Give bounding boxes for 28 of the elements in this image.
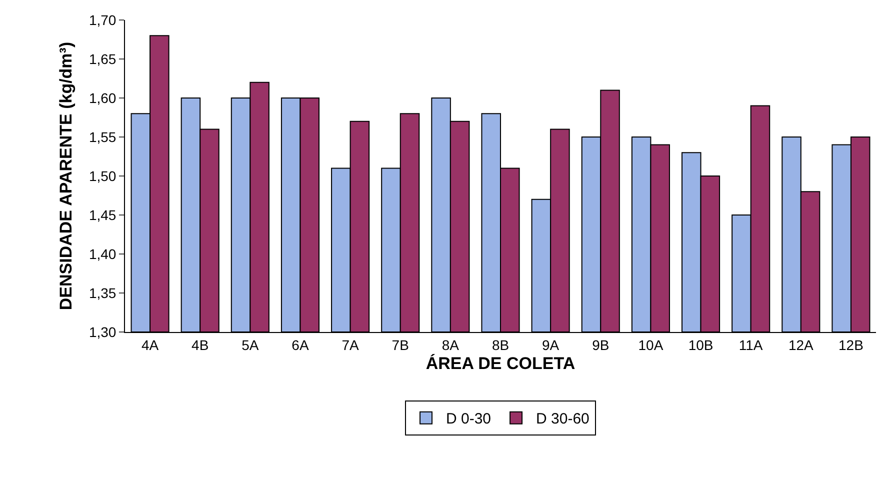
y-tick-label: 1,30 [88,324,116,340]
y-tick-label: 1,70 [88,12,116,28]
y-tick-label: 1,65 [88,50,116,67]
x-tick-label: 9A [542,336,560,353]
legend-label: D 0-30 [446,410,492,428]
y-tick-label: 1,50 [88,168,116,184]
x-tick-label: 12A [788,336,814,353]
x-tick-label: 8B [492,336,510,353]
y-tick-label: 1,40 [88,246,116,262]
x-axis-title: ÁREA DE COLETA [426,352,576,373]
y-axis-title: DENSIDADE APARENTE (kg/dm³) [56,42,76,310]
x-tick-label: 6A [292,336,310,353]
x-tick-label: 4B [192,336,209,353]
x-tick-label: 8A [442,336,460,353]
x-tick-label: 12B [838,336,864,353]
y-tick-label: 1,60 [88,90,116,106]
x-tick-label: 11A [738,336,764,353]
y-tick-label: 1,55 [88,128,116,145]
x-tick-label: 4A [141,336,160,353]
x-tick-label: 7B [392,336,409,353]
x-tick-label: 7A [342,336,360,353]
y-tick-label: 1,35 [88,284,116,301]
y-tick-label: 1,45 [88,206,116,223]
x-tick-label: 10A [638,336,664,353]
legend-label: D 30-60 [536,410,590,428]
x-tick-label: 10B [688,336,714,353]
x-tick-label: 9B [592,336,610,353]
x-tick-label: 5A [242,336,260,353]
